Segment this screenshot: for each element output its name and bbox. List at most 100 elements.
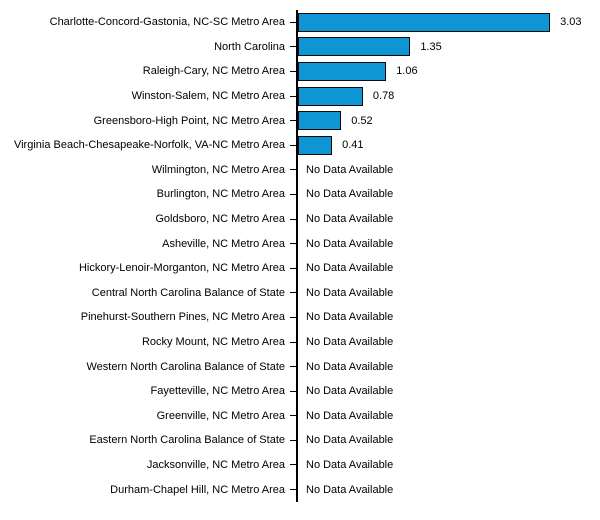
bar[interactable] bbox=[298, 135, 333, 155]
axis-tick-line bbox=[290, 120, 296, 122]
axis-tick bbox=[285, 453, 296, 478]
axis-tick bbox=[285, 305, 296, 330]
category-label: Burlington, NC Metro Area bbox=[156, 188, 285, 201]
plot-area: No Data Available bbox=[296, 157, 600, 183]
axis-tick-line bbox=[290, 218, 296, 220]
bar[interactable] bbox=[298, 37, 411, 57]
bar[interactable] bbox=[298, 12, 551, 32]
chart-row: Fayetteville, NC Metro Area No Data Avai… bbox=[0, 378, 600, 404]
axis-tick-line bbox=[290, 366, 296, 368]
plot-area: No Data Available bbox=[296, 255, 600, 281]
value-label: 1.06 bbox=[396, 65, 418, 78]
chart-row: Burlington, NC Metro Area No Data Availa… bbox=[0, 182, 600, 207]
value-label: 0.78 bbox=[372, 90, 395, 103]
no-data-label: No Data Available bbox=[306, 409, 394, 422]
plot-area: No Data Available bbox=[296, 329, 600, 355]
no-data-label: No Data Available bbox=[306, 458, 394, 471]
plot-area: No Data Available bbox=[296, 182, 600, 207]
category-label: Raleigh-Cary, NC Metro Area bbox=[142, 65, 285, 78]
axis-tick-line bbox=[290, 390, 296, 392]
axis-tick-line bbox=[290, 439, 296, 441]
value-label: 0.52 bbox=[351, 114, 373, 127]
no-data-label: No Data Available bbox=[306, 163, 394, 176]
chart-row: Wilmington, NC Metro Area No Data Availa… bbox=[0, 157, 600, 183]
axis-tick bbox=[285, 404, 296, 429]
chart-row: Western North Carolina Balance of State … bbox=[0, 354, 600, 379]
no-data-label: No Data Available bbox=[306, 434, 394, 447]
axis-tick bbox=[285, 108, 296, 133]
axis-tick-line bbox=[290, 193, 296, 195]
axis-tick-line bbox=[290, 489, 296, 491]
value-label: 3.03 bbox=[560, 16, 582, 29]
plot-area: No Data Available bbox=[296, 305, 600, 330]
no-data-label: No Data Available bbox=[306, 360, 394, 373]
category-label: Wilmington, NC Metro Area bbox=[151, 163, 285, 176]
axis-tick bbox=[285, 477, 296, 502]
chart-row: Charlotte-Concord-Gastonia, NC-SC Metro … bbox=[0, 10, 600, 35]
plot-area: 3.03 bbox=[296, 10, 600, 35]
category-label: Goldsboro, NC Metro Area bbox=[155, 213, 285, 226]
plot-area: 0.78 bbox=[296, 83, 600, 109]
no-data-label: No Data Available bbox=[306, 311, 394, 324]
value-label: 0.41 bbox=[342, 139, 364, 152]
plot-area: No Data Available bbox=[296, 428, 600, 453]
axis-tick-line bbox=[290, 95, 296, 97]
axis-tick-line bbox=[290, 464, 296, 466]
plot-area: No Data Available bbox=[296, 206, 600, 232]
axis-tick bbox=[285, 330, 296, 355]
chart-row: Greensboro-High Point, NC Metro Area 0.5… bbox=[0, 108, 600, 133]
plot-area: No Data Available bbox=[296, 403, 600, 429]
bar-chart: Charlotte-Concord-Gastonia, NC-SC Metro … bbox=[0, 10, 600, 502]
category-label: Asheville, NC Metro Area bbox=[162, 237, 285, 250]
chart-row: Durham-Chapel Hill, NC Metro Area No Dat… bbox=[0, 477, 600, 502]
category-label: Jacksonville, NC Metro Area bbox=[146, 458, 285, 471]
axis-tick bbox=[285, 59, 296, 84]
chart-row: Asheville, NC Metro Area No Data Availab… bbox=[0, 231, 600, 256]
category-label: Greenville, NC Metro Area bbox=[156, 409, 285, 422]
no-data-label: No Data Available bbox=[306, 262, 394, 275]
chart-row: North Carolina 1.35 bbox=[0, 34, 600, 60]
category-label: Pinehurst-Southern Pines, NC Metro Area bbox=[80, 311, 285, 324]
axis-tick bbox=[285, 281, 296, 306]
no-data-label: No Data Available bbox=[306, 188, 394, 201]
bar[interactable] bbox=[298, 111, 342, 131]
axis-tick bbox=[285, 158, 296, 183]
category-label: Greensboro-High Point, NC Metro Area bbox=[93, 114, 285, 127]
no-data-label: No Data Available bbox=[306, 213, 394, 226]
axis-tick-line bbox=[290, 316, 296, 318]
chart-row: Central North Carolina Balance of State … bbox=[0, 280, 600, 306]
plot-area: No Data Available bbox=[296, 477, 600, 502]
category-label: Rocky Mount, NC Metro Area bbox=[141, 336, 285, 349]
plot-area: No Data Available bbox=[296, 452, 600, 478]
category-label: Central North Carolina Balance of State bbox=[91, 286, 285, 299]
plot-area: 0.52 bbox=[296, 108, 600, 133]
chart-rows: Charlotte-Concord-Gastonia, NC-SC Metro … bbox=[0, 10, 600, 502]
category-label: North Carolina bbox=[214, 40, 285, 53]
category-label: Charlotte-Concord-Gastonia, NC-SC Metro … bbox=[49, 16, 285, 29]
category-label: Fayetteville, NC Metro Area bbox=[150, 385, 286, 398]
axis-tick bbox=[285, 428, 296, 453]
category-label: Durham-Chapel Hill, NC Metro Area bbox=[110, 483, 285, 496]
axis-tick-line bbox=[290, 415, 296, 417]
category-label: Western North Carolina Balance of State bbox=[86, 360, 285, 373]
no-data-label: No Data Available bbox=[306, 385, 394, 398]
category-label: Virginia Beach-Chesapeake-Norfolk, VA-NC… bbox=[13, 139, 285, 152]
axis-tick-line bbox=[290, 70, 296, 72]
axis-tick-line bbox=[290, 243, 296, 245]
bar[interactable] bbox=[298, 86, 363, 106]
plot-area: 0.41 bbox=[296, 132, 600, 158]
chart-row: Greenville, NC Metro Area No Data Availa… bbox=[0, 403, 600, 429]
plot-area: No Data Available bbox=[296, 354, 600, 379]
chart-row: Hickory-Lenoir-Morganton, NC Metro Area … bbox=[0, 255, 600, 281]
axis-tick bbox=[285, 231, 296, 256]
plot-area: No Data Available bbox=[296, 378, 600, 404]
no-data-label: No Data Available bbox=[306, 237, 394, 250]
chart-row: Virginia Beach-Chesapeake-Norfolk, VA-NC… bbox=[0, 132, 600, 158]
axis-tick bbox=[285, 84, 296, 109]
axis-tick bbox=[285, 354, 296, 379]
axis-tick bbox=[285, 10, 296, 35]
axis-tick-line bbox=[290, 267, 296, 269]
axis-tick-line bbox=[290, 144, 296, 146]
axis-tick bbox=[285, 256, 296, 281]
bar[interactable] bbox=[298, 61, 387, 81]
